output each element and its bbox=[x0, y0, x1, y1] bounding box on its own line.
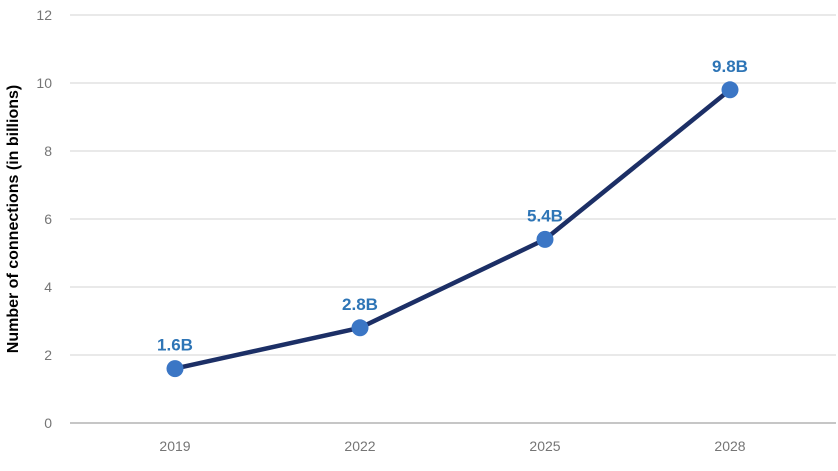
data-point-marker bbox=[721, 81, 739, 99]
data-point-marker bbox=[351, 319, 369, 337]
data-point-label: 5.4B bbox=[527, 206, 563, 225]
data-point-label: 2.8B bbox=[342, 295, 378, 314]
y-axis-title: Number of connections (in billions) bbox=[5, 85, 22, 353]
x-tick-label: 2019 bbox=[159, 438, 190, 454]
data-point-markers bbox=[166, 81, 739, 378]
y-tick-label: 4 bbox=[44, 279, 52, 295]
data-point-label: 1.6B bbox=[157, 336, 193, 355]
y-tick-label: 12 bbox=[36, 7, 52, 23]
x-tick-label: 2025 bbox=[529, 438, 560, 454]
data-point-marker bbox=[166, 360, 184, 378]
y-tick-label: 10 bbox=[36, 75, 52, 91]
data-point-labels: 1.6B 2.8B 5.4B 9.8B bbox=[157, 57, 748, 355]
x-tick-label: 2022 bbox=[344, 438, 375, 454]
gridlines bbox=[70, 14, 836, 424]
x-axis-tick-labels: 2019 2022 2025 2028 bbox=[159, 438, 745, 454]
trend-line bbox=[172, 87, 733, 371]
data-point-marker bbox=[536, 230, 554, 248]
x-tick-label: 2028 bbox=[714, 438, 745, 454]
y-tick-label: 8 bbox=[44, 143, 52, 159]
y-tick-label: 6 bbox=[44, 211, 52, 227]
y-tick-label: 2 bbox=[44, 347, 52, 363]
y-tick-label: 0 bbox=[44, 415, 52, 431]
data-point-label: 9.8B bbox=[712, 57, 748, 76]
y-axis-tick-labels: 0 2 4 6 8 10 12 bbox=[36, 7, 52, 431]
